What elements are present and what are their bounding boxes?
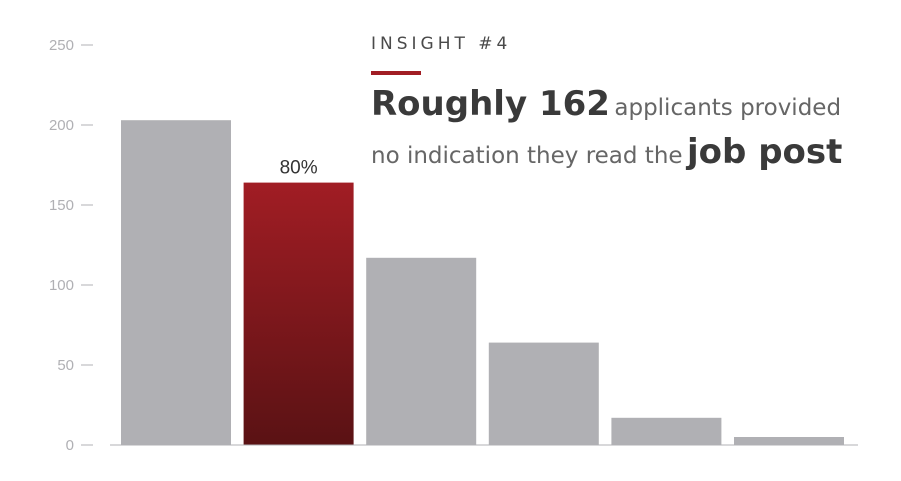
- bar-data-label: 80%: [280, 158, 318, 179]
- accent-rule: [371, 71, 421, 75]
- y-tick-label: 100: [49, 277, 74, 294]
- y-axis: 0 50 100 150 200 250: [49, 37, 93, 454]
- y-tick-label: 250: [49, 37, 74, 54]
- bar: [121, 120, 231, 445]
- headline-line-2: no indication they read the job post: [371, 132, 871, 179]
- headline-strong-1: Roughly 162: [371, 84, 610, 124]
- bar: [611, 417, 722, 445]
- headline-strong-2: job post: [687, 132, 843, 172]
- bar: [488, 342, 599, 445]
- insight-headline: Roughly 162 applicants provided no indic…: [371, 83, 871, 179]
- headline-rest-1: applicants provided: [614, 95, 842, 121]
- y-tick-label: 50: [57, 357, 74, 374]
- bar: [366, 257, 477, 445]
- y-tick-label: 0: [66, 437, 74, 454]
- headline-line-1: Roughly 162 applicants provided: [371, 83, 871, 132]
- headline-rest-2: no indication they read the: [371, 143, 683, 169]
- bar-highlighted: [243, 182, 354, 445]
- y-tick-label: 200: [49, 117, 74, 134]
- y-tick-label: 150: [49, 197, 74, 214]
- insight-callout: INSIGHT #4 Roughly 162 applicants provid…: [371, 34, 871, 179]
- bars: 80%: [121, 120, 844, 445]
- insight-kicker: INSIGHT #4: [371, 34, 512, 54]
- bar: [734, 437, 844, 445]
